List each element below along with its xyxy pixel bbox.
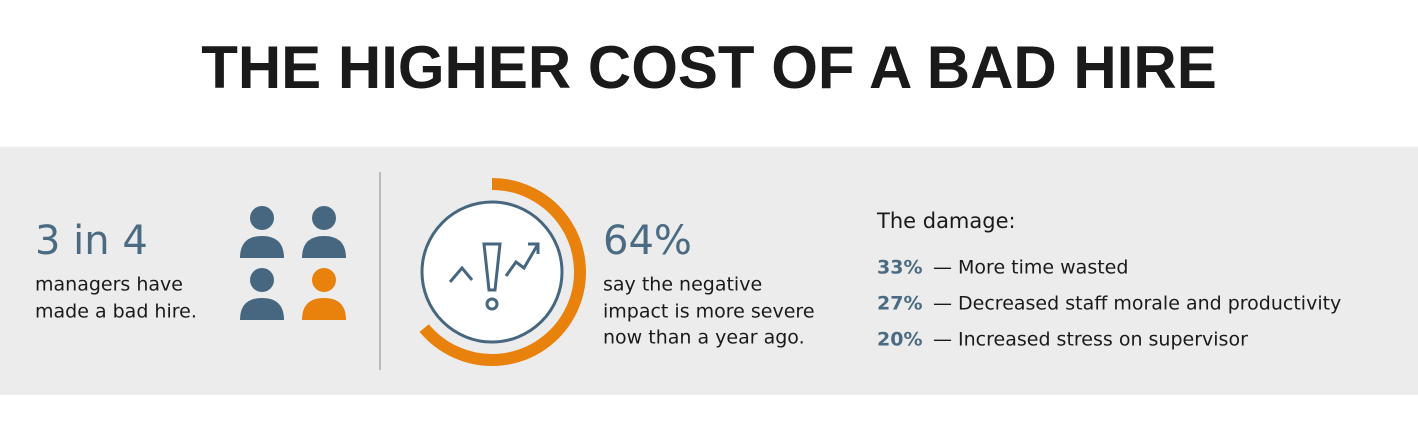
damage-text: — Increased stress on supervisor — [933, 329, 1248, 351]
damage-pct: 20% — [877, 329, 922, 351]
progress-arc — [419, 178, 586, 366]
damage-heading: The damage: — [876, 209, 1016, 233]
stat-headline: 3 in 4 — [35, 218, 148, 264]
icon-circle — [420, 200, 564, 344]
damage-text: — Decreased staff morale and productivit… — [933, 293, 1341, 315]
band — [0, 147, 1418, 395]
stat-text: managers have — [35, 274, 183, 296]
stat-text: now than a year ago. — [603, 327, 805, 349]
trend-icon — [448, 242, 540, 311]
damage-text: — More time wasted — [933, 257, 1128, 279]
people-icon — [240, 206, 346, 320]
title: THE HIGHER COST OF A BAD HIRE — [201, 34, 1217, 101]
stat-headline: 64% — [603, 218, 692, 264]
stat-text: made a bad hire. — [35, 301, 197, 323]
damage-pct: 27% — [877, 293, 922, 315]
stat-text: impact is more severe — [603, 301, 815, 323]
damage-pct: 33% — [877, 257, 922, 279]
stat-text: say the negative — [603, 274, 762, 296]
